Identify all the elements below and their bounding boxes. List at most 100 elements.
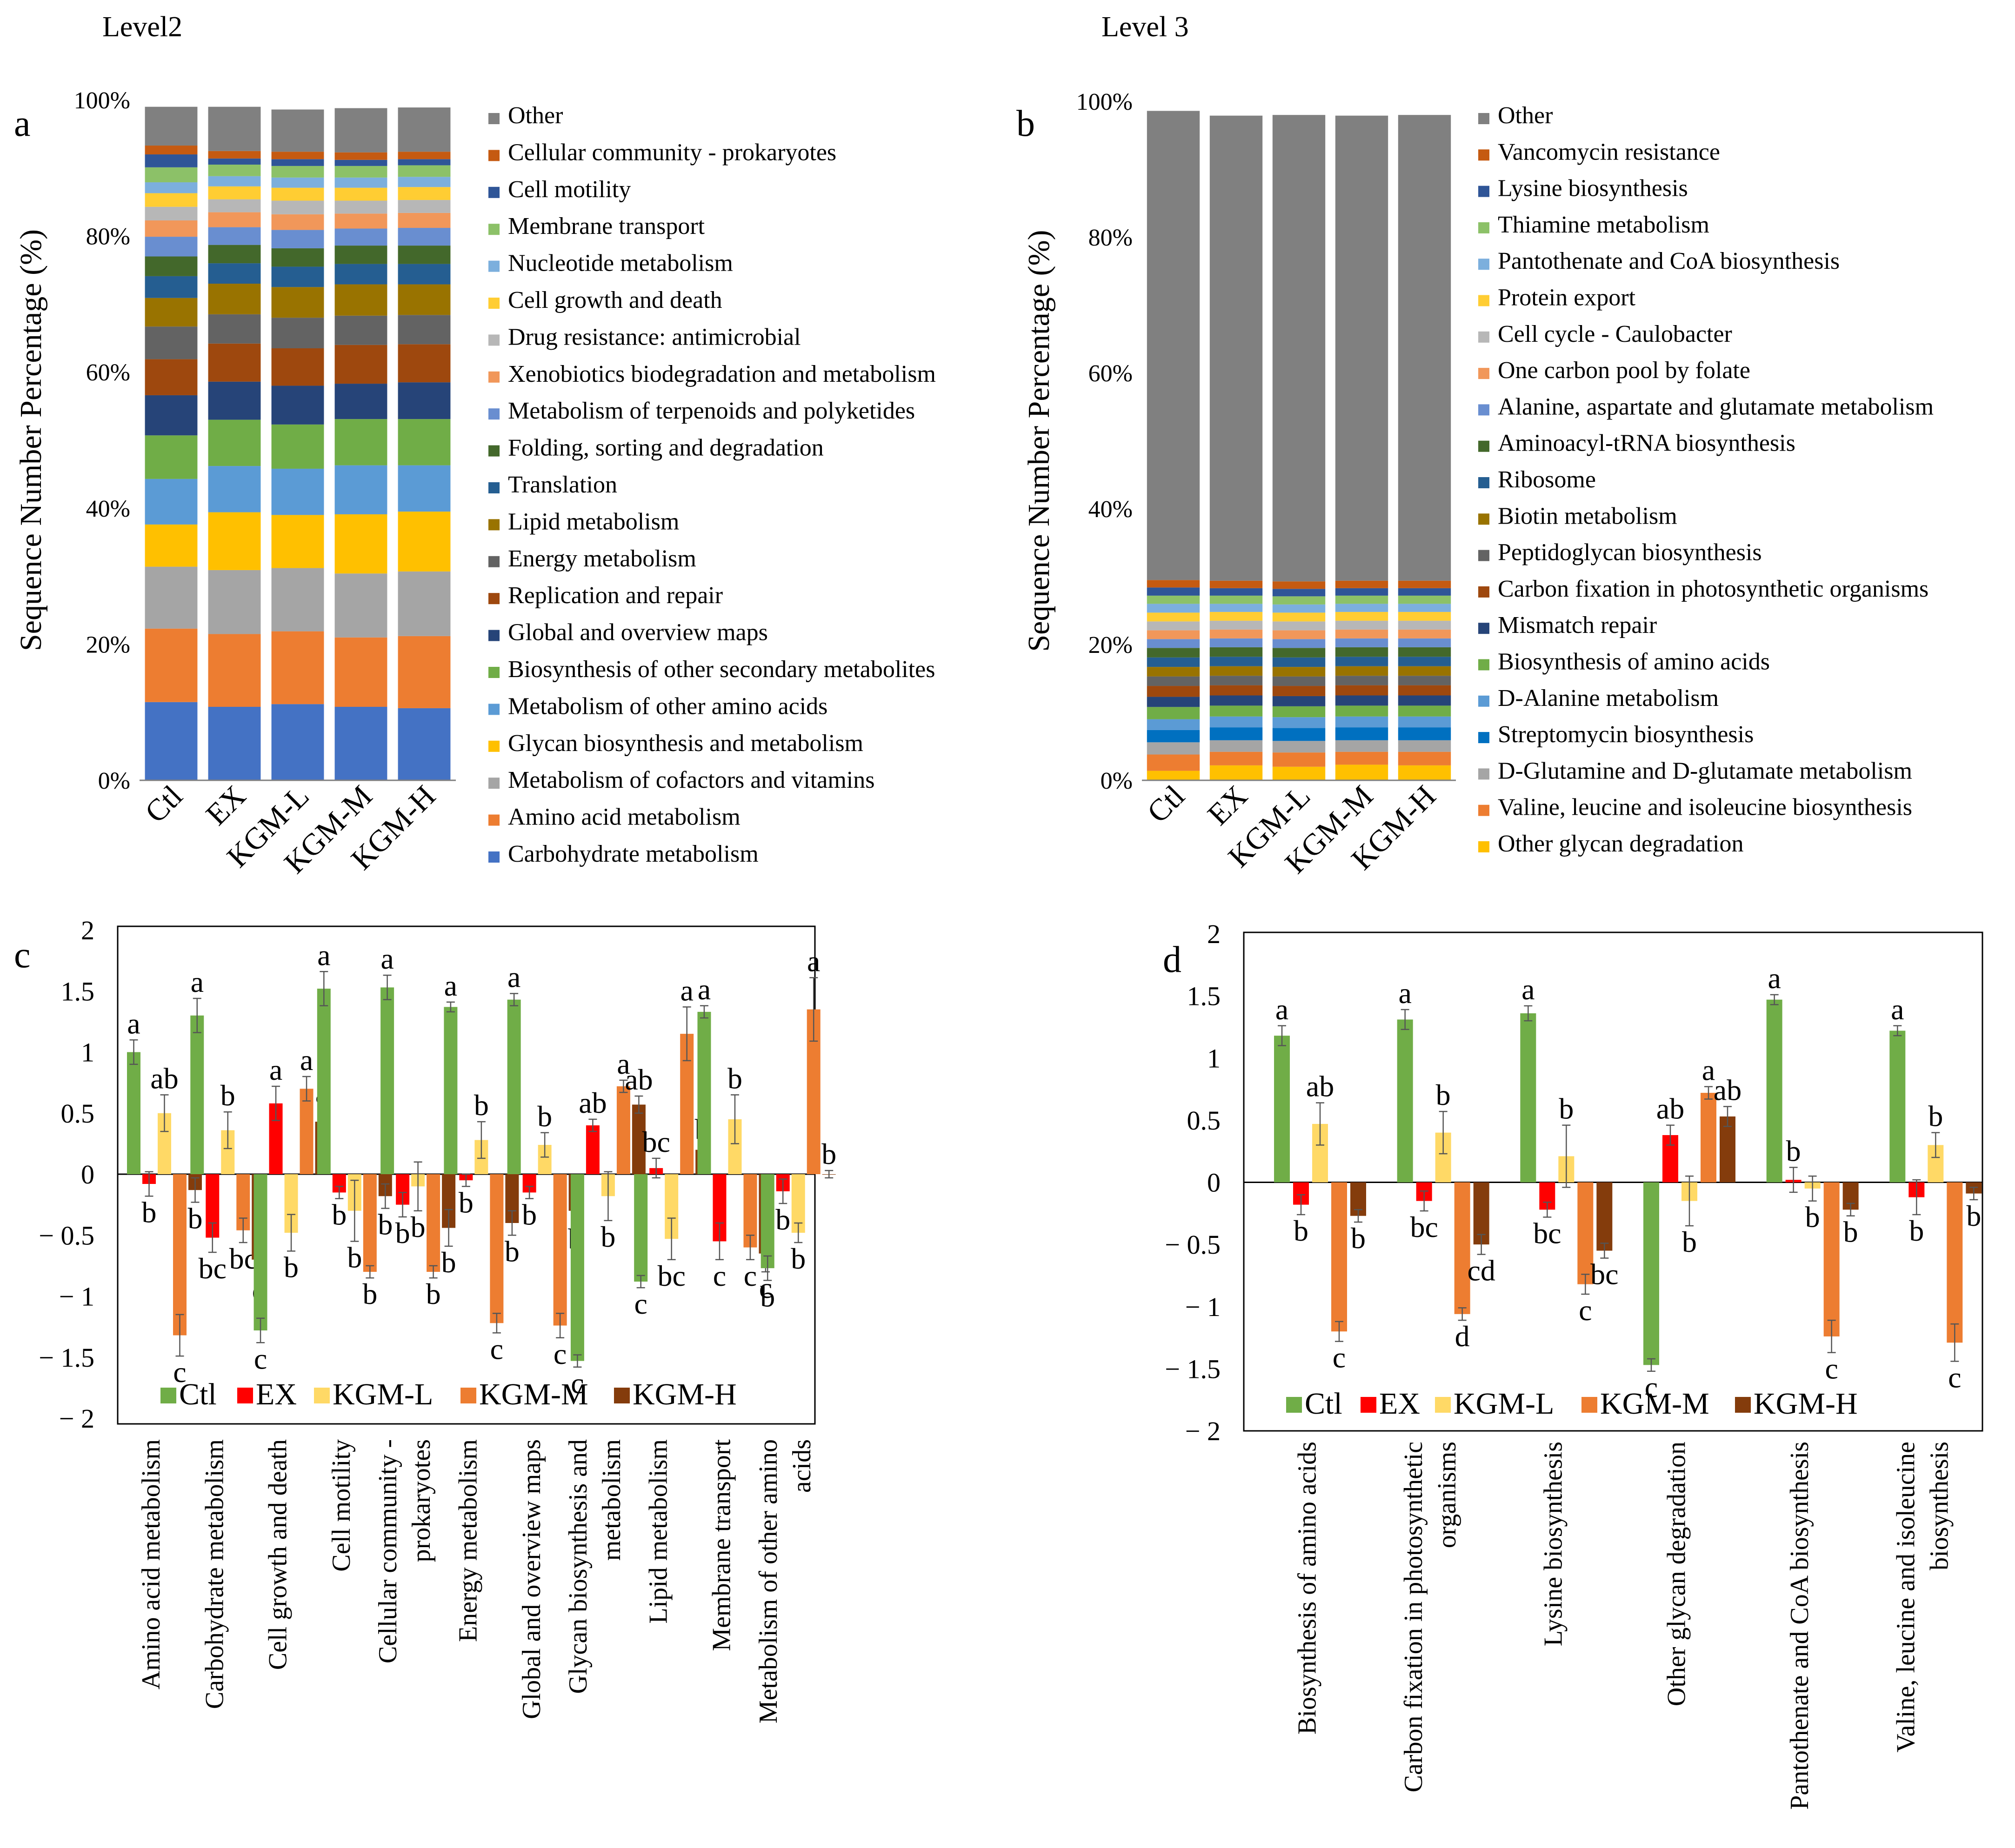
legend-label: Biosynthesis of amino acids <box>1498 649 1770 675</box>
y-tick-label: 0 <box>1207 1168 1221 1198</box>
stack-segment <box>1209 765 1263 780</box>
legend-label: D-Glutamine and D-glutamate metabolism <box>1498 758 1912 784</box>
stack-segment <box>1398 751 1451 765</box>
legend-label: Biotin metabolism <box>1498 503 1677 529</box>
stack-segment <box>1272 589 1326 597</box>
y-tick-label: 1 <box>81 1037 94 1068</box>
legend-label: Ctl <box>1305 1387 1342 1421</box>
stack-segment <box>271 568 324 632</box>
legend-swatch <box>1478 659 1489 671</box>
significance-letter: ab <box>625 1063 653 1096</box>
stack-segment <box>398 344 451 383</box>
stack-segment <box>145 206 198 220</box>
stack-segment <box>271 515 324 568</box>
panel-letter: c <box>14 935 31 976</box>
legend-swatch <box>488 260 500 272</box>
legend-label: Valine, leucine and isoleucine biosynthe… <box>1498 794 1912 821</box>
panel-b-stacked-chart: b 0% 20% 40% 60% 80% 100% Sequence Number Perce… <box>1016 89 1934 880</box>
y-tick-label: − 0.5 <box>1165 1230 1221 1260</box>
stack-segment <box>398 264 451 285</box>
legend-swatch <box>1735 1397 1751 1413</box>
stack-segment <box>145 182 198 193</box>
stack-segment <box>208 106 261 151</box>
stack-segment <box>334 152 387 160</box>
stack-segment <box>1209 657 1263 666</box>
significance-letter: c <box>713 1259 726 1292</box>
legend-label: Alanine, aspartate and glutamate metabol… <box>1498 393 1934 420</box>
legend-swatch <box>488 593 500 605</box>
legend-swatch <box>488 445 500 457</box>
legend-swatch <box>1478 149 1489 161</box>
x-category-label: Other glycan degradation <box>1662 1442 1691 1706</box>
stack-segment <box>271 287 324 318</box>
legend-swatch <box>1286 1397 1302 1413</box>
legend-label: D-Alanine metabolism <box>1498 685 1719 711</box>
stack-segment <box>145 146 198 155</box>
legend-swatch <box>488 667 500 678</box>
x-category-label: Glycan biosynthesis and <box>564 1439 593 1694</box>
data-bar <box>1889 1030 1906 1183</box>
stack-segment <box>1147 111 1200 580</box>
y-tick-label: 1 <box>1207 1043 1221 1073</box>
data-bar <box>127 1052 140 1174</box>
legend-label: Other <box>1498 102 1553 129</box>
stack-segment <box>145 326 198 359</box>
legend-swatch <box>488 482 500 493</box>
stack-segment <box>271 386 324 425</box>
data-bar <box>1643 1182 1659 1365</box>
y-tick-label: 0 <box>81 1159 94 1190</box>
significance-letter: bc <box>642 1125 670 1158</box>
stack-segment <box>208 512 261 570</box>
data-bar <box>634 1174 648 1282</box>
significance-letter: b <box>142 1196 157 1229</box>
legend-swatch <box>1435 1397 1451 1413</box>
significance-letter: b <box>522 1198 537 1231</box>
y-tick-label: 0.5 <box>61 1098 95 1129</box>
stack-segment <box>145 167 198 183</box>
stack-segment <box>1335 612 1388 621</box>
stack-segment <box>334 213 387 229</box>
data-bar <box>761 1174 774 1269</box>
stack-segment <box>1335 604 1388 612</box>
stack-segment <box>1147 580 1200 588</box>
data-bar <box>254 1174 267 1330</box>
stack-segment <box>1147 697 1200 707</box>
stack-segment <box>145 628 198 702</box>
stack-segment <box>398 284 451 315</box>
data-bar <box>190 1015 204 1174</box>
significance-letter: c <box>173 1356 186 1389</box>
stack-segment <box>1398 115 1451 581</box>
significance-letter: a <box>127 1007 140 1040</box>
significance-letter: b <box>188 1202 203 1235</box>
stack-segment <box>145 106 198 146</box>
legend-swatch <box>488 150 500 161</box>
stack-segment <box>1335 764 1388 780</box>
significance-letter: c <box>1579 1294 1592 1327</box>
data-bar <box>697 1011 711 1174</box>
legend-swatch <box>1478 404 1489 416</box>
y-tick-label: 40% <box>86 496 130 522</box>
legend-label: Nucleotide metabolism <box>508 250 733 277</box>
legend-swatch <box>1581 1397 1597 1413</box>
legend-label: Lysine biosynthesis <box>1498 175 1688 202</box>
significance-letter: b <box>791 1242 806 1275</box>
stack-segment <box>1335 620 1388 630</box>
legend-label: Aminoacyl-tRNA biosynthesis <box>1498 430 1795 457</box>
x-category-label: Lysine biosynthesis <box>1539 1442 1568 1646</box>
stack-segment <box>1147 771 1200 780</box>
stack-segment <box>208 227 261 245</box>
significance-letter: c <box>634 1287 647 1320</box>
significance-letter: b <box>426 1277 441 1310</box>
stack-segment <box>1335 676 1388 685</box>
stack-segment <box>1209 612 1263 621</box>
legend-label: Thiamine metabolism <box>1498 212 1709 238</box>
stack-segment <box>334 637 387 707</box>
significance-letter: c <box>744 1259 757 1292</box>
legend-label: KGM-H <box>633 1377 737 1411</box>
stack-segment <box>1398 604 1451 612</box>
y-axis-label: Sequence Number Percentage (%) <box>14 229 48 651</box>
significance-letter: b <box>821 1137 836 1170</box>
data-bar <box>490 1174 504 1323</box>
legend-label: One carbon pool by folate <box>1498 357 1750 384</box>
stack-segment <box>145 479 198 525</box>
